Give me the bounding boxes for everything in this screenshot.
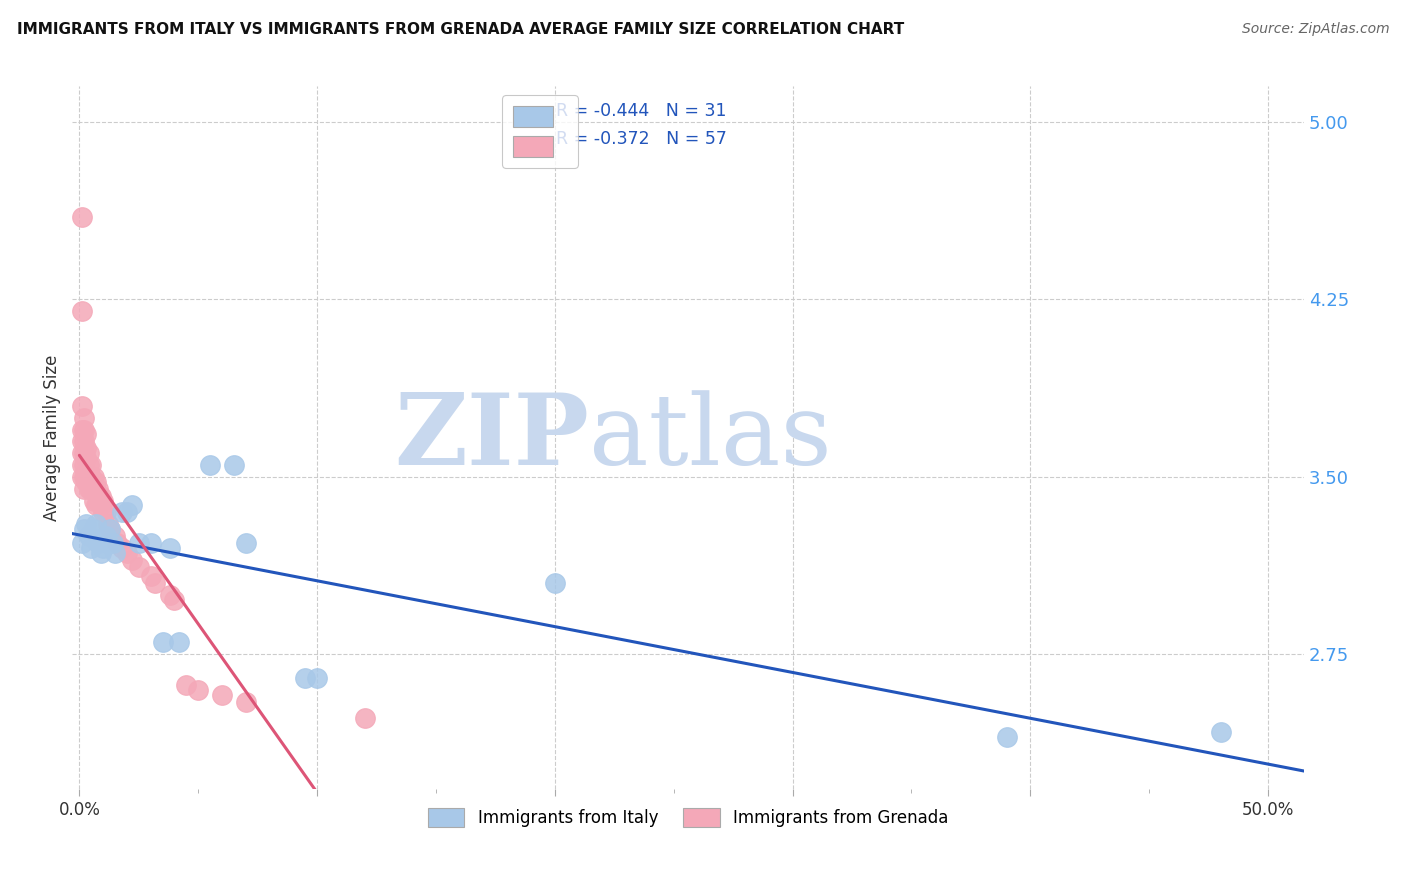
- Point: [76, 465, 98, 479]
- Point: [83, 522, 105, 536]
- Point: [104, 529, 127, 543]
- Point: [159, 588, 181, 602]
- Point: [73, 482, 96, 496]
- Point: [84, 517, 107, 532]
- Point: [91, 541, 114, 555]
- Point: [121, 498, 143, 512]
- Text: R = -0.444   N = 31: R = -0.444 N = 31: [557, 102, 727, 120]
- Point: [76, 517, 98, 532]
- Point: [98, 522, 121, 536]
- Point: [222, 458, 245, 472]
- Point: [98, 522, 121, 536]
- Point: [111, 505, 134, 519]
- Point: [70, 536, 93, 550]
- Point: [91, 493, 114, 508]
- Point: [83, 470, 105, 484]
- Point: [70, 304, 93, 318]
- Text: IMMIGRANTS FROM ITALY VS IMMIGRANTS FROM GRENADA AVERAGE FAMILY SIZE CORRELATION: IMMIGRANTS FROM ITALY VS IMMIGRANTS FROM…: [17, 22, 904, 37]
- Point: [353, 711, 375, 725]
- Legend: Immigrants from Italy, Immigrants from Grenada: Immigrants from Italy, Immigrants from G…: [420, 801, 955, 834]
- Text: R = -0.372   N = 57: R = -0.372 N = 57: [557, 130, 727, 148]
- Point: [139, 569, 162, 583]
- Point: [80, 541, 103, 555]
- Point: [163, 593, 186, 607]
- Text: atlas: atlas: [589, 390, 832, 485]
- Y-axis label: Average Family Size: Average Family Size: [44, 355, 60, 521]
- Point: [70, 470, 93, 484]
- Point: [80, 458, 103, 472]
- Point: [70, 458, 93, 472]
- Point: [235, 536, 257, 550]
- Point: [87, 536, 110, 550]
- Point: [128, 536, 150, 550]
- Point: [115, 545, 138, 559]
- Point: [70, 399, 93, 413]
- Text: Source: ZipAtlas.com: Source: ZipAtlas.com: [1241, 22, 1389, 37]
- Point: [101, 536, 124, 550]
- Point: [77, 458, 100, 472]
- Point: [94, 529, 117, 543]
- Point: [70, 423, 93, 437]
- Point: [90, 489, 112, 503]
- Point: [84, 486, 107, 500]
- Point: [97, 536, 120, 550]
- Point: [111, 541, 134, 555]
- Point: [1209, 725, 1232, 739]
- Point: [76, 475, 98, 489]
- Point: [76, 442, 98, 456]
- Point: [159, 541, 181, 555]
- Point: [294, 671, 316, 685]
- Point: [70, 434, 93, 449]
- Point: [91, 505, 114, 519]
- Point: [307, 671, 329, 685]
- Point: [90, 498, 112, 512]
- Point: [73, 410, 96, 425]
- Point: [145, 576, 167, 591]
- Point: [73, 470, 96, 484]
- Point: [104, 545, 127, 559]
- Point: [83, 493, 105, 508]
- Point: [107, 536, 129, 550]
- Point: [97, 517, 120, 532]
- Point: [76, 427, 98, 442]
- Point: [80, 470, 103, 484]
- Point: [70, 446, 93, 460]
- Point: [176, 678, 198, 692]
- Point: [83, 482, 105, 496]
- Point: [87, 482, 110, 496]
- Point: [77, 470, 100, 484]
- Point: [94, 505, 117, 519]
- Point: [77, 529, 100, 543]
- Point: [70, 210, 93, 224]
- Point: [121, 552, 143, 566]
- Point: [235, 695, 257, 709]
- Point: [77, 482, 100, 496]
- Point: [73, 522, 96, 536]
- Point: [87, 493, 110, 508]
- Point: [115, 505, 138, 519]
- Point: [995, 730, 1018, 744]
- Point: [139, 536, 162, 550]
- Point: [198, 458, 221, 472]
- Point: [77, 446, 100, 460]
- Point: [73, 423, 96, 437]
- Point: [211, 688, 233, 702]
- Point: [73, 434, 96, 449]
- Point: [84, 498, 107, 512]
- Point: [152, 635, 174, 649]
- Point: [128, 559, 150, 574]
- Point: [80, 482, 103, 496]
- Point: [187, 682, 209, 697]
- Point: [90, 545, 112, 559]
- Text: ZIP: ZIP: [395, 389, 589, 486]
- Point: [167, 635, 190, 649]
- Point: [544, 576, 567, 591]
- Point: [84, 475, 107, 489]
- Point: [76, 450, 98, 465]
- Point: [73, 446, 96, 460]
- Point: [73, 458, 96, 472]
